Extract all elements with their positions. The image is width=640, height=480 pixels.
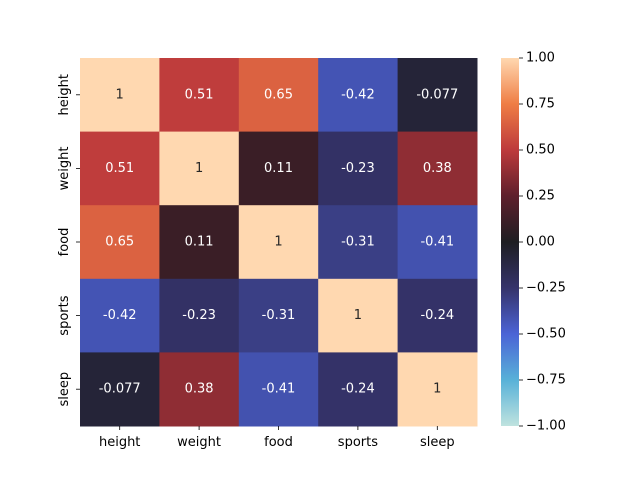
cell-value-label: -0.42 xyxy=(103,308,137,323)
heatmap-cell-food-food xyxy=(238,205,319,280)
y-tick-label-height: height xyxy=(57,74,72,115)
heatmap-cell-food-sports xyxy=(318,205,399,280)
y-tick-label-food: food xyxy=(57,228,72,257)
heatmap-cell-height-sports xyxy=(318,58,399,133)
colorbar-tick-label: 0.00 xyxy=(526,235,555,250)
colorbar-gradient xyxy=(501,58,519,426)
cell-value-label: 1 xyxy=(116,87,124,102)
heatmap-cell-sleep-sports xyxy=(318,352,399,427)
cell-value-label: 0.38 xyxy=(423,161,452,176)
cell-value-label: 0.65 xyxy=(264,87,293,102)
heatmap-cell-sleep-weight xyxy=(159,352,240,427)
heatmap-cell-weight-weight xyxy=(159,131,240,206)
colorbar-tick-label: −0.50 xyxy=(526,327,566,342)
heatmap-cell-height-food xyxy=(238,58,319,133)
cell-value-label: 0.51 xyxy=(105,161,134,176)
cell-value-label: -0.31 xyxy=(262,308,296,323)
cell-value-label: -0.41 xyxy=(262,382,296,397)
cell-value-label: 1 xyxy=(354,308,362,323)
cell-value-label: -0.41 xyxy=(420,235,454,250)
cell-value-label: 0.65 xyxy=(105,235,134,250)
heatmap-cells xyxy=(80,58,478,427)
heatmap-cell-weight-sports xyxy=(318,131,399,206)
cell-value-label: -0.23 xyxy=(182,308,216,323)
cell-value-label: 0.38 xyxy=(185,382,214,397)
y-tick-label-sports: sports xyxy=(57,295,72,335)
x-tick-label-sleep: sleep xyxy=(420,435,455,450)
x-tick-label-height: height xyxy=(99,435,140,450)
x-tick-label-food: food xyxy=(264,435,293,450)
cell-value-label: 1 xyxy=(433,382,441,397)
x-axis-ticks: height weight food sports sleep xyxy=(99,426,455,450)
cell-value-label: -0.23 xyxy=(341,161,375,176)
cell-value-label: 0.51 xyxy=(185,87,214,102)
y-tick-label-weight: weight xyxy=(57,146,72,190)
heatmap-cell-weight-sleep xyxy=(397,131,478,206)
heatmap-cell-sports-sleep xyxy=(397,278,478,353)
y-tick-label-sleep: sleep xyxy=(57,372,72,407)
y-axis-ticks: height weight food sports sleep xyxy=(57,74,80,407)
colorbar-tick-label: 1.00 xyxy=(526,51,555,66)
heatmap-cell-sleep-sleep xyxy=(397,352,478,427)
heatmap-cell-height-height xyxy=(80,58,160,133)
cell-value-label: 0.11 xyxy=(264,161,293,176)
colorbar xyxy=(501,58,519,426)
cell-value-label: -0.42 xyxy=(341,87,375,102)
heatmap-cell-height-sleep xyxy=(397,58,478,133)
colorbar-tick-label: 0.50 xyxy=(526,143,555,158)
cell-value-label: -0.24 xyxy=(420,308,454,323)
heatmap-cell-sports-sports xyxy=(318,278,399,353)
colorbar-tick-label: −0.75 xyxy=(526,373,566,388)
heatmap-cell-weight-height xyxy=(80,131,160,206)
heatmap-cell-sleep-food xyxy=(238,352,319,427)
heatmap-cell-sports-food xyxy=(238,278,319,353)
heatmap-cell-sports-weight xyxy=(159,278,240,353)
cell-value-label: -0.077 xyxy=(99,382,141,397)
colorbar-tick-label: −0.25 xyxy=(526,281,566,296)
cell-value-label: -0.077 xyxy=(416,87,458,102)
heatmap-cell-food-weight xyxy=(159,205,240,280)
heatmap-cell-food-height xyxy=(80,205,160,280)
cell-value-label: 0.11 xyxy=(185,235,214,250)
heatmap-cell-sports-height xyxy=(80,278,160,353)
cell-value-label: -0.31 xyxy=(341,235,375,250)
heatmap-cell-food-sleep xyxy=(397,205,478,280)
colorbar-ticks: 1.00 0.75 0.50 0.25 0.00 −0.25 −0.50 −0.75 −1.00 xyxy=(519,51,566,434)
cell-value-label: 1 xyxy=(195,161,203,176)
cell-value-label: 1 xyxy=(274,235,282,250)
heatmap-cell-weight-food xyxy=(238,131,319,206)
colorbar-tick-label: −1.00 xyxy=(526,419,566,434)
colorbar-tick-label: 0.75 xyxy=(526,97,555,112)
heatmap-cell-sleep-height xyxy=(80,352,160,427)
x-tick-label-weight: weight xyxy=(177,435,221,450)
colorbar-tick-label: 0.25 xyxy=(526,189,555,204)
cell-value-label: -0.24 xyxy=(341,382,375,397)
cell-value-labels: 1 0.51 0.65 -0.42 -0.077 0.51 1 0.11 -0.23 0.38 0.… xyxy=(99,87,459,396)
x-tick-label-sports: sports xyxy=(338,435,378,450)
heatmap-cell-height-weight xyxy=(159,58,240,133)
